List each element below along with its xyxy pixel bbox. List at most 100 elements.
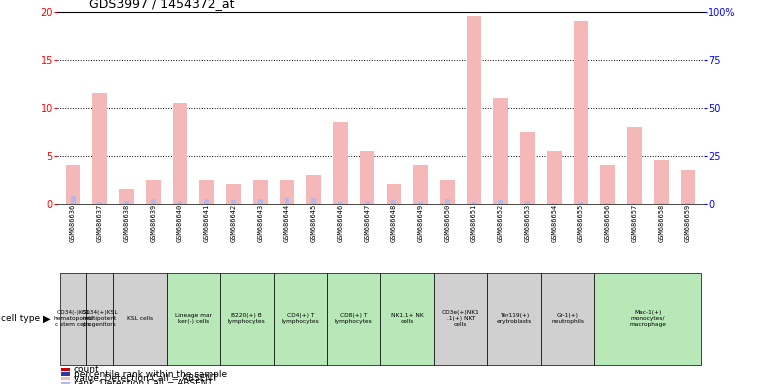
Text: GDS3997 / 1454372_at: GDS3997 / 1454372_at xyxy=(90,0,235,10)
Text: GSM686648: GSM686648 xyxy=(391,204,397,242)
Text: Gr-1(+)
neutrophils: Gr-1(+) neutrophils xyxy=(551,313,584,324)
FancyBboxPatch shape xyxy=(60,273,87,365)
Bar xyxy=(146,180,161,204)
Bar xyxy=(119,189,134,204)
Bar xyxy=(387,184,401,204)
Bar xyxy=(578,202,584,204)
FancyBboxPatch shape xyxy=(220,273,274,365)
Text: GSM686639: GSM686639 xyxy=(151,204,156,242)
Text: GSM686649: GSM686649 xyxy=(418,204,424,242)
Bar xyxy=(338,202,342,204)
Text: GSM686636: GSM686636 xyxy=(70,204,76,242)
Text: percentile rank within the sample: percentile rank within the sample xyxy=(74,369,227,379)
Bar xyxy=(199,180,214,204)
Bar xyxy=(686,203,690,204)
Bar xyxy=(466,16,482,204)
Bar xyxy=(654,161,668,204)
Bar xyxy=(279,180,295,204)
Bar xyxy=(307,175,321,204)
Text: Lineage mar
ker(-) cells: Lineage mar ker(-) cells xyxy=(175,313,212,324)
Text: GSM686647: GSM686647 xyxy=(364,204,370,242)
Text: GSM686637: GSM686637 xyxy=(97,204,103,242)
Bar xyxy=(552,203,556,204)
Text: B220(+) B
lymphocytes: B220(+) B lymphocytes xyxy=(228,313,266,324)
Text: count: count xyxy=(74,365,100,374)
Bar xyxy=(521,131,535,204)
Text: GSM686651: GSM686651 xyxy=(471,204,477,242)
Text: GSM686642: GSM686642 xyxy=(231,204,237,242)
Bar xyxy=(659,203,664,204)
Bar xyxy=(93,93,107,204)
Text: GSM686638: GSM686638 xyxy=(123,204,129,242)
Text: CD3e(+)NK1
.1(+) NKT
cells: CD3e(+)NK1 .1(+) NKT cells xyxy=(442,310,479,327)
Text: GSM686641: GSM686641 xyxy=(204,204,210,242)
Bar xyxy=(65,165,81,204)
FancyBboxPatch shape xyxy=(380,273,434,365)
Bar xyxy=(333,122,348,204)
Text: GSM686653: GSM686653 xyxy=(524,204,530,242)
Text: value, Detection Call = ABSENT: value, Detection Call = ABSENT xyxy=(74,374,218,383)
Bar xyxy=(253,180,268,204)
Bar xyxy=(440,180,454,204)
Bar xyxy=(360,151,374,204)
FancyBboxPatch shape xyxy=(594,273,701,365)
Bar xyxy=(231,200,236,204)
Bar xyxy=(173,103,187,204)
Text: Ter119(+)
erytroblasts: Ter119(+) erytroblasts xyxy=(496,313,532,324)
Text: Mac-1(+)
monocytes/
macrophage: Mac-1(+) monocytes/ macrophage xyxy=(629,310,667,327)
Text: cell type: cell type xyxy=(1,314,40,323)
Bar xyxy=(419,202,423,204)
FancyBboxPatch shape xyxy=(541,273,594,365)
FancyBboxPatch shape xyxy=(487,273,541,365)
FancyBboxPatch shape xyxy=(113,273,167,365)
Bar xyxy=(413,165,428,204)
FancyBboxPatch shape xyxy=(167,273,220,365)
FancyBboxPatch shape xyxy=(87,273,113,365)
FancyBboxPatch shape xyxy=(434,273,487,365)
Bar xyxy=(258,199,263,204)
Bar xyxy=(285,198,289,204)
Text: ▶: ▶ xyxy=(43,314,50,324)
Bar xyxy=(574,21,588,204)
Bar xyxy=(632,203,637,204)
Text: GSM686643: GSM686643 xyxy=(257,204,263,242)
Bar xyxy=(547,151,562,204)
Text: CD34(+)KSL
multipotent
progenitors: CD34(+)KSL multipotent progenitors xyxy=(81,310,118,327)
Bar xyxy=(311,198,316,204)
Bar xyxy=(605,203,610,204)
Text: GSM686644: GSM686644 xyxy=(284,204,290,242)
Text: GSM686645: GSM686645 xyxy=(310,204,317,242)
Bar xyxy=(205,199,209,204)
Text: GSM686646: GSM686646 xyxy=(337,204,343,242)
FancyBboxPatch shape xyxy=(327,273,380,365)
Bar xyxy=(472,202,476,204)
Bar xyxy=(445,199,450,204)
Bar xyxy=(627,127,642,204)
Text: GSM686650: GSM686650 xyxy=(444,204,451,242)
Bar xyxy=(680,170,696,204)
Bar xyxy=(226,184,240,204)
Text: GSM686640: GSM686640 xyxy=(177,204,183,242)
Text: NK1.1+ NK
cells: NK1.1+ NK cells xyxy=(391,313,424,324)
Text: GSM686657: GSM686657 xyxy=(632,204,638,242)
Bar xyxy=(493,98,508,204)
Text: CD34(-)KSL
hematopoieti
c stem cells: CD34(-)KSL hematopoieti c stem cells xyxy=(53,310,93,327)
Bar xyxy=(600,165,615,204)
Text: KSL cells: KSL cells xyxy=(127,316,153,321)
Bar xyxy=(525,201,530,204)
Text: GSM686654: GSM686654 xyxy=(551,204,557,242)
Bar xyxy=(151,199,156,204)
FancyBboxPatch shape xyxy=(274,273,327,365)
Bar xyxy=(97,202,102,204)
Bar xyxy=(124,201,129,204)
Text: CD8(+) T
lymphocytes: CD8(+) T lymphocytes xyxy=(335,313,373,324)
Text: rank, Detection Call = ABSENT: rank, Detection Call = ABSENT xyxy=(74,379,212,384)
Bar xyxy=(365,201,370,204)
Bar xyxy=(498,200,503,204)
Bar xyxy=(391,200,396,204)
Bar xyxy=(71,196,75,204)
Text: GSM686659: GSM686659 xyxy=(685,204,691,242)
Text: GSM686655: GSM686655 xyxy=(578,204,584,242)
Text: GSM686656: GSM686656 xyxy=(605,204,610,242)
Text: CD4(+) T
lymphocytes: CD4(+) T lymphocytes xyxy=(282,313,319,324)
